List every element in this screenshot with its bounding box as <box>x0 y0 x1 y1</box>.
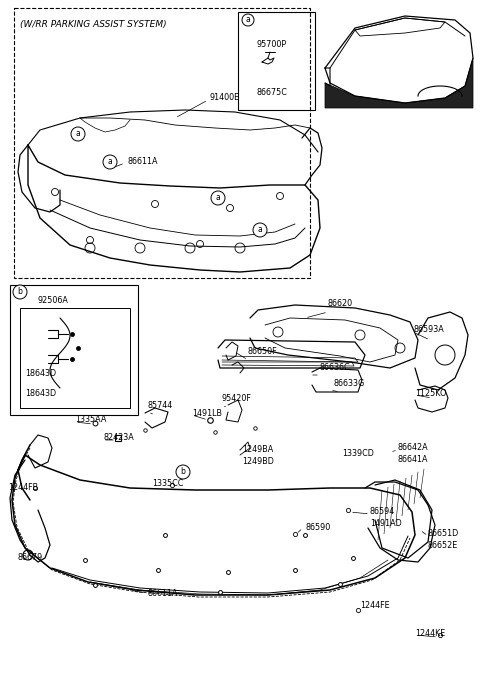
Text: 18643D: 18643D <box>25 370 56 379</box>
Text: 1249BD: 1249BD <box>242 458 274 466</box>
Text: 82423A: 82423A <box>103 433 134 443</box>
Text: 86650F: 86650F <box>248 347 277 356</box>
Text: a: a <box>76 130 80 139</box>
Text: 86652E: 86652E <box>428 541 458 550</box>
Text: 95420F: 95420F <box>222 394 252 403</box>
Text: 86620: 86620 <box>328 299 353 308</box>
Text: 95700P: 95700P <box>257 40 287 49</box>
Text: 86636C: 86636C <box>320 363 350 372</box>
Text: 86593A: 86593A <box>413 326 444 335</box>
Text: a: a <box>108 158 112 166</box>
Text: 86641A: 86641A <box>398 456 429 464</box>
Text: (W/RR PARKING ASSIST SYSTEM): (W/RR PARKING ASSIST SYSTEM) <box>20 20 167 29</box>
Text: 86611A: 86611A <box>148 589 179 598</box>
Text: 86590: 86590 <box>305 523 330 533</box>
Text: b: b <box>18 287 23 297</box>
Circle shape <box>253 223 267 237</box>
Text: 86611A: 86611A <box>128 158 158 166</box>
Text: 85744: 85744 <box>148 401 173 410</box>
Text: a: a <box>246 16 251 24</box>
Text: 86633G: 86633G <box>333 379 364 388</box>
Text: 1249BA: 1249BA <box>242 445 273 454</box>
Text: 86675C: 86675C <box>257 88 288 97</box>
Polygon shape <box>325 58 473 108</box>
Text: b: b <box>180 468 185 477</box>
Text: 86642A: 86642A <box>398 443 429 452</box>
Text: 1339CD: 1339CD <box>342 448 374 458</box>
Circle shape <box>103 155 117 169</box>
Text: 86651D: 86651D <box>428 529 459 539</box>
Text: 86679: 86679 <box>18 554 43 562</box>
Text: 1335AA: 1335AA <box>75 416 107 425</box>
Text: 1125KO: 1125KO <box>415 389 446 397</box>
Circle shape <box>242 14 254 26</box>
Circle shape <box>13 285 27 299</box>
Text: 92506A: 92506A <box>38 296 69 305</box>
Text: 18643D: 18643D <box>25 389 56 398</box>
Text: a: a <box>216 193 220 203</box>
Text: 1244FE: 1244FE <box>360 600 390 610</box>
Circle shape <box>211 191 225 205</box>
Text: 1244KE: 1244KE <box>415 629 445 637</box>
Text: a: a <box>258 226 263 235</box>
Text: 1244FB: 1244FB <box>8 483 38 493</box>
Text: 86594: 86594 <box>370 508 395 516</box>
Text: 1335CC: 1335CC <box>152 479 183 487</box>
Text: 91400E: 91400E <box>210 93 240 103</box>
Circle shape <box>71 127 85 141</box>
Text: 1491LB: 1491LB <box>192 408 222 418</box>
Circle shape <box>176 465 190 479</box>
Text: 1491AD: 1491AD <box>370 519 402 529</box>
